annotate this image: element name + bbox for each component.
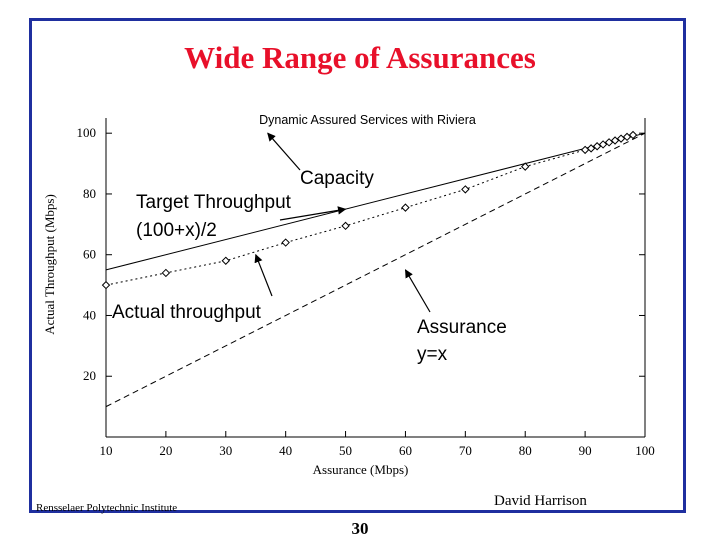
y-axis-label: Actual Throughput (Mbps) [42, 194, 57, 335]
y-tick-label: 60 [83, 247, 96, 262]
y-tick-label: 20 [83, 368, 96, 383]
slide-frame [29, 18, 686, 513]
x-tick-label: 20 [159, 443, 172, 458]
data-point-actual-throughput [401, 203, 410, 212]
author-footer: David Harrison [494, 493, 587, 509]
data-point-actual-throughput [610, 136, 620, 145]
annotation-arrow-actual [254, 253, 273, 297]
x-tick-label: 90 [579, 443, 592, 458]
y-tick-label: 100 [77, 125, 97, 140]
page-number: 30 [351, 519, 369, 538]
data-point-actual-throughput [622, 132, 632, 142]
x-tick-label: 100 [635, 443, 655, 458]
y-tick-label: 80 [83, 186, 96, 201]
annotation-arrow-target [279, 206, 347, 221]
annotation-assurance: y=x [417, 344, 448, 365]
data-point-actual-throughput [521, 162, 530, 171]
annotation-target: (100+x)/2 [136, 220, 217, 241]
data-point-actual-throughput [592, 142, 602, 151]
data-point-actual-throughput [281, 238, 290, 247]
chart-title: Dynamic Assured Services with Riviera [259, 113, 476, 127]
institution-footer: Rensselaer Polytechnic Institute [36, 502, 178, 514]
data-point-actual-throughput [461, 185, 470, 194]
data-point-actual-throughput [161, 268, 171, 278]
data-point-actual-throughput [598, 140, 608, 149]
data-point-actual-throughput [616, 134, 626, 143]
data-point-actual-throughput [341, 221, 350, 231]
data-point-actual-throughput [586, 144, 596, 153]
y-tick-label: 40 [83, 307, 96, 322]
data-point-actual-throughput [628, 130, 638, 140]
annotation-capacity: Capacity [300, 168, 374, 189]
series-line-capacity [105, 132, 646, 271]
x-tick-label: 30 [219, 443, 232, 458]
series-line-assurance-y-x [105, 132, 646, 408]
x-tick-label: 80 [519, 443, 532, 458]
data-point-actual-throughput [221, 256, 230, 265]
annotation-arrow-assurance [404, 269, 431, 313]
x-tick-label: 60 [399, 443, 412, 458]
x-axis-label: Assurance (Mbps) [313, 462, 409, 477]
x-tick-label: 70 [459, 443, 472, 458]
annotation-actual: Actual throughput [112, 302, 262, 323]
x-tick-label: 40 [279, 443, 292, 458]
slide-title: Wide Range of Assurances [184, 40, 536, 75]
annotation-assurance: Assurance [417, 317, 507, 338]
annotation-arrow-capacity [267, 132, 301, 171]
x-tick-label: 10 [100, 443, 113, 458]
data-point-actual-throughput [604, 138, 614, 147]
data-point-actual-throughput [101, 280, 111, 290]
annotation-target: Target Throughput [136, 192, 292, 213]
x-tick-label: 50 [339, 443, 352, 458]
